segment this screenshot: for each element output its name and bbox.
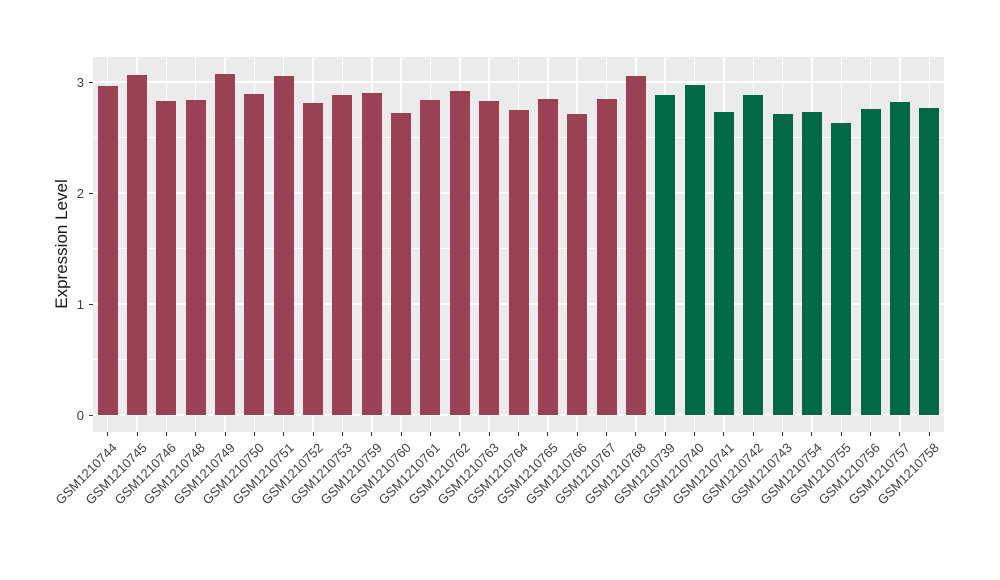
bar xyxy=(801,111,822,415)
bar xyxy=(684,85,705,415)
x-tick xyxy=(870,432,872,436)
x-tick xyxy=(341,432,343,436)
x-tick xyxy=(107,432,109,436)
bar xyxy=(655,95,676,415)
bar xyxy=(449,90,470,415)
bar xyxy=(361,93,382,415)
y-tick xyxy=(89,192,93,194)
bar xyxy=(273,76,294,415)
x-tick xyxy=(694,432,696,436)
bar xyxy=(391,113,412,415)
x-tick xyxy=(459,432,461,436)
y-tick-label: 0 xyxy=(76,407,84,423)
bar xyxy=(713,111,734,415)
x-tick xyxy=(635,432,637,436)
x-tick xyxy=(429,432,431,436)
bar xyxy=(508,109,529,415)
x-tick xyxy=(253,432,255,436)
bar xyxy=(479,100,500,415)
bar xyxy=(332,95,353,415)
x-tick xyxy=(899,432,901,436)
x-tick xyxy=(723,432,725,436)
bar xyxy=(185,99,206,415)
y-tick xyxy=(89,81,93,83)
bar xyxy=(625,76,646,415)
x-tick xyxy=(547,432,549,436)
x-tick xyxy=(664,432,666,436)
x-tick xyxy=(782,432,784,436)
bar xyxy=(567,114,588,415)
x-tick xyxy=(488,432,490,436)
y-tick xyxy=(89,303,93,305)
y-tick-label: 1 xyxy=(76,296,84,312)
x-tick xyxy=(928,432,930,436)
x-tick xyxy=(136,432,138,436)
bar xyxy=(831,123,852,415)
x-tick xyxy=(840,432,842,436)
x-tick xyxy=(606,432,608,436)
x-tick xyxy=(518,432,519,436)
bar xyxy=(743,95,764,415)
y-tick-label: 2 xyxy=(76,185,84,201)
x-tick xyxy=(811,432,813,436)
bar xyxy=(596,98,617,415)
x-tick xyxy=(224,432,226,436)
bar xyxy=(537,98,558,415)
bar xyxy=(127,75,148,415)
x-tick xyxy=(371,432,373,436)
x-tick xyxy=(752,432,754,436)
bar xyxy=(97,86,118,415)
x-tick xyxy=(576,432,578,436)
bar xyxy=(215,74,236,415)
y-tick xyxy=(89,414,93,416)
x-tick xyxy=(283,432,285,436)
bar xyxy=(303,103,324,415)
bar xyxy=(244,94,265,415)
x-tick xyxy=(400,432,402,436)
bar xyxy=(889,101,910,415)
x-tick xyxy=(195,432,197,436)
x-tick xyxy=(165,432,167,436)
bar xyxy=(420,99,441,415)
bar xyxy=(860,108,881,415)
plot-panel xyxy=(93,57,944,432)
y-tick-label: 3 xyxy=(76,74,84,90)
x-tick xyxy=(312,432,314,436)
bar xyxy=(772,114,793,415)
bar xyxy=(156,100,177,415)
bar xyxy=(919,107,940,415)
